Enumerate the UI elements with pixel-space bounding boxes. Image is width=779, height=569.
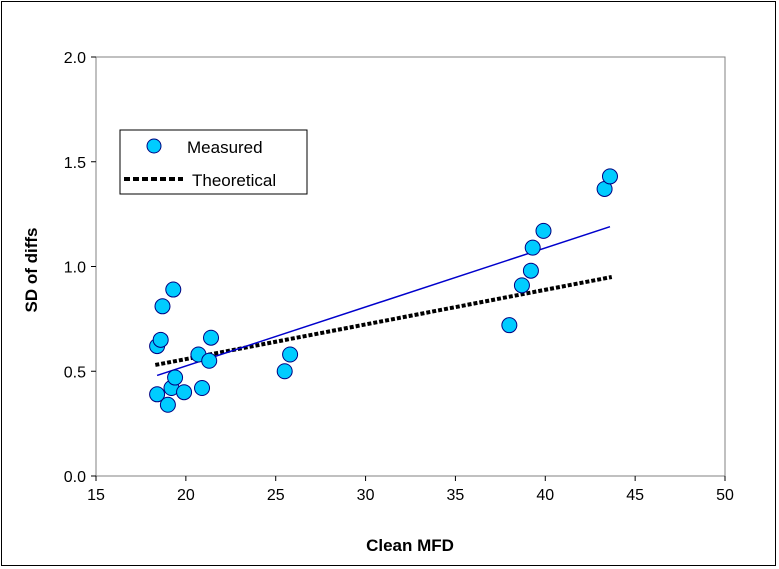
x-tick-label: 35: [447, 487, 465, 504]
measured-point: [276, 363, 293, 380]
x-tick-label: 45: [626, 487, 644, 504]
y-tick-label: 2.0: [64, 50, 86, 67]
measured-point: [176, 384, 193, 401]
y-tick-label: 1.0: [64, 260, 86, 277]
measured-point: [149, 386, 166, 403]
measured-point: [524, 239, 541, 256]
plot-area: [95, 56, 726, 477]
x-tick-label: 40: [536, 487, 554, 504]
measured-point: [513, 277, 530, 294]
measured-point: [194, 380, 211, 397]
measured-point: [154, 298, 171, 315]
x-axis-label: Clean MFD: [366, 536, 454, 555]
theoretical-layer: [154, 275, 613, 367]
y-tick-label: 1.5: [64, 155, 86, 172]
legend-measured-marker: [146, 138, 162, 154]
measured-point: [201, 352, 218, 369]
measured-point: [282, 346, 299, 363]
measured-point: [535, 222, 552, 239]
measured-markers: [149, 168, 618, 413]
legend: Measured Theoretical: [119, 129, 308, 195]
measured-point: [501, 317, 518, 334]
y-tick-label: 0.0: [64, 469, 86, 486]
measured-point: [152, 331, 169, 348]
legend-measured-label: Measured: [187, 138, 263, 157]
measured-point: [167, 369, 184, 386]
x-tick-label: 30: [357, 487, 375, 504]
measured-point: [203, 329, 220, 346]
y-axis-ticks: 0.0 0.5 1.0 1.5 2.0: [64, 50, 96, 486]
measured-point: [601, 168, 618, 185]
x-tick-label: 20: [177, 487, 195, 504]
measured-point: [159, 396, 176, 413]
y-tick-label: 0.5: [64, 364, 86, 381]
legend-theoretical-label: Theoretical: [192, 171, 276, 190]
x-tick-label: 50: [716, 487, 734, 504]
x-tick-label: 15: [87, 487, 105, 504]
x-axis-ticks: 15 20 25 30 35 40 45 50: [87, 476, 734, 504]
y-axis-label: SD of diffs: [22, 228, 41, 313]
theoretical-line: [154, 275, 613, 367]
x-tick-label: 25: [267, 487, 285, 504]
measured-point: [165, 281, 182, 298]
measured-point: [522, 262, 539, 279]
